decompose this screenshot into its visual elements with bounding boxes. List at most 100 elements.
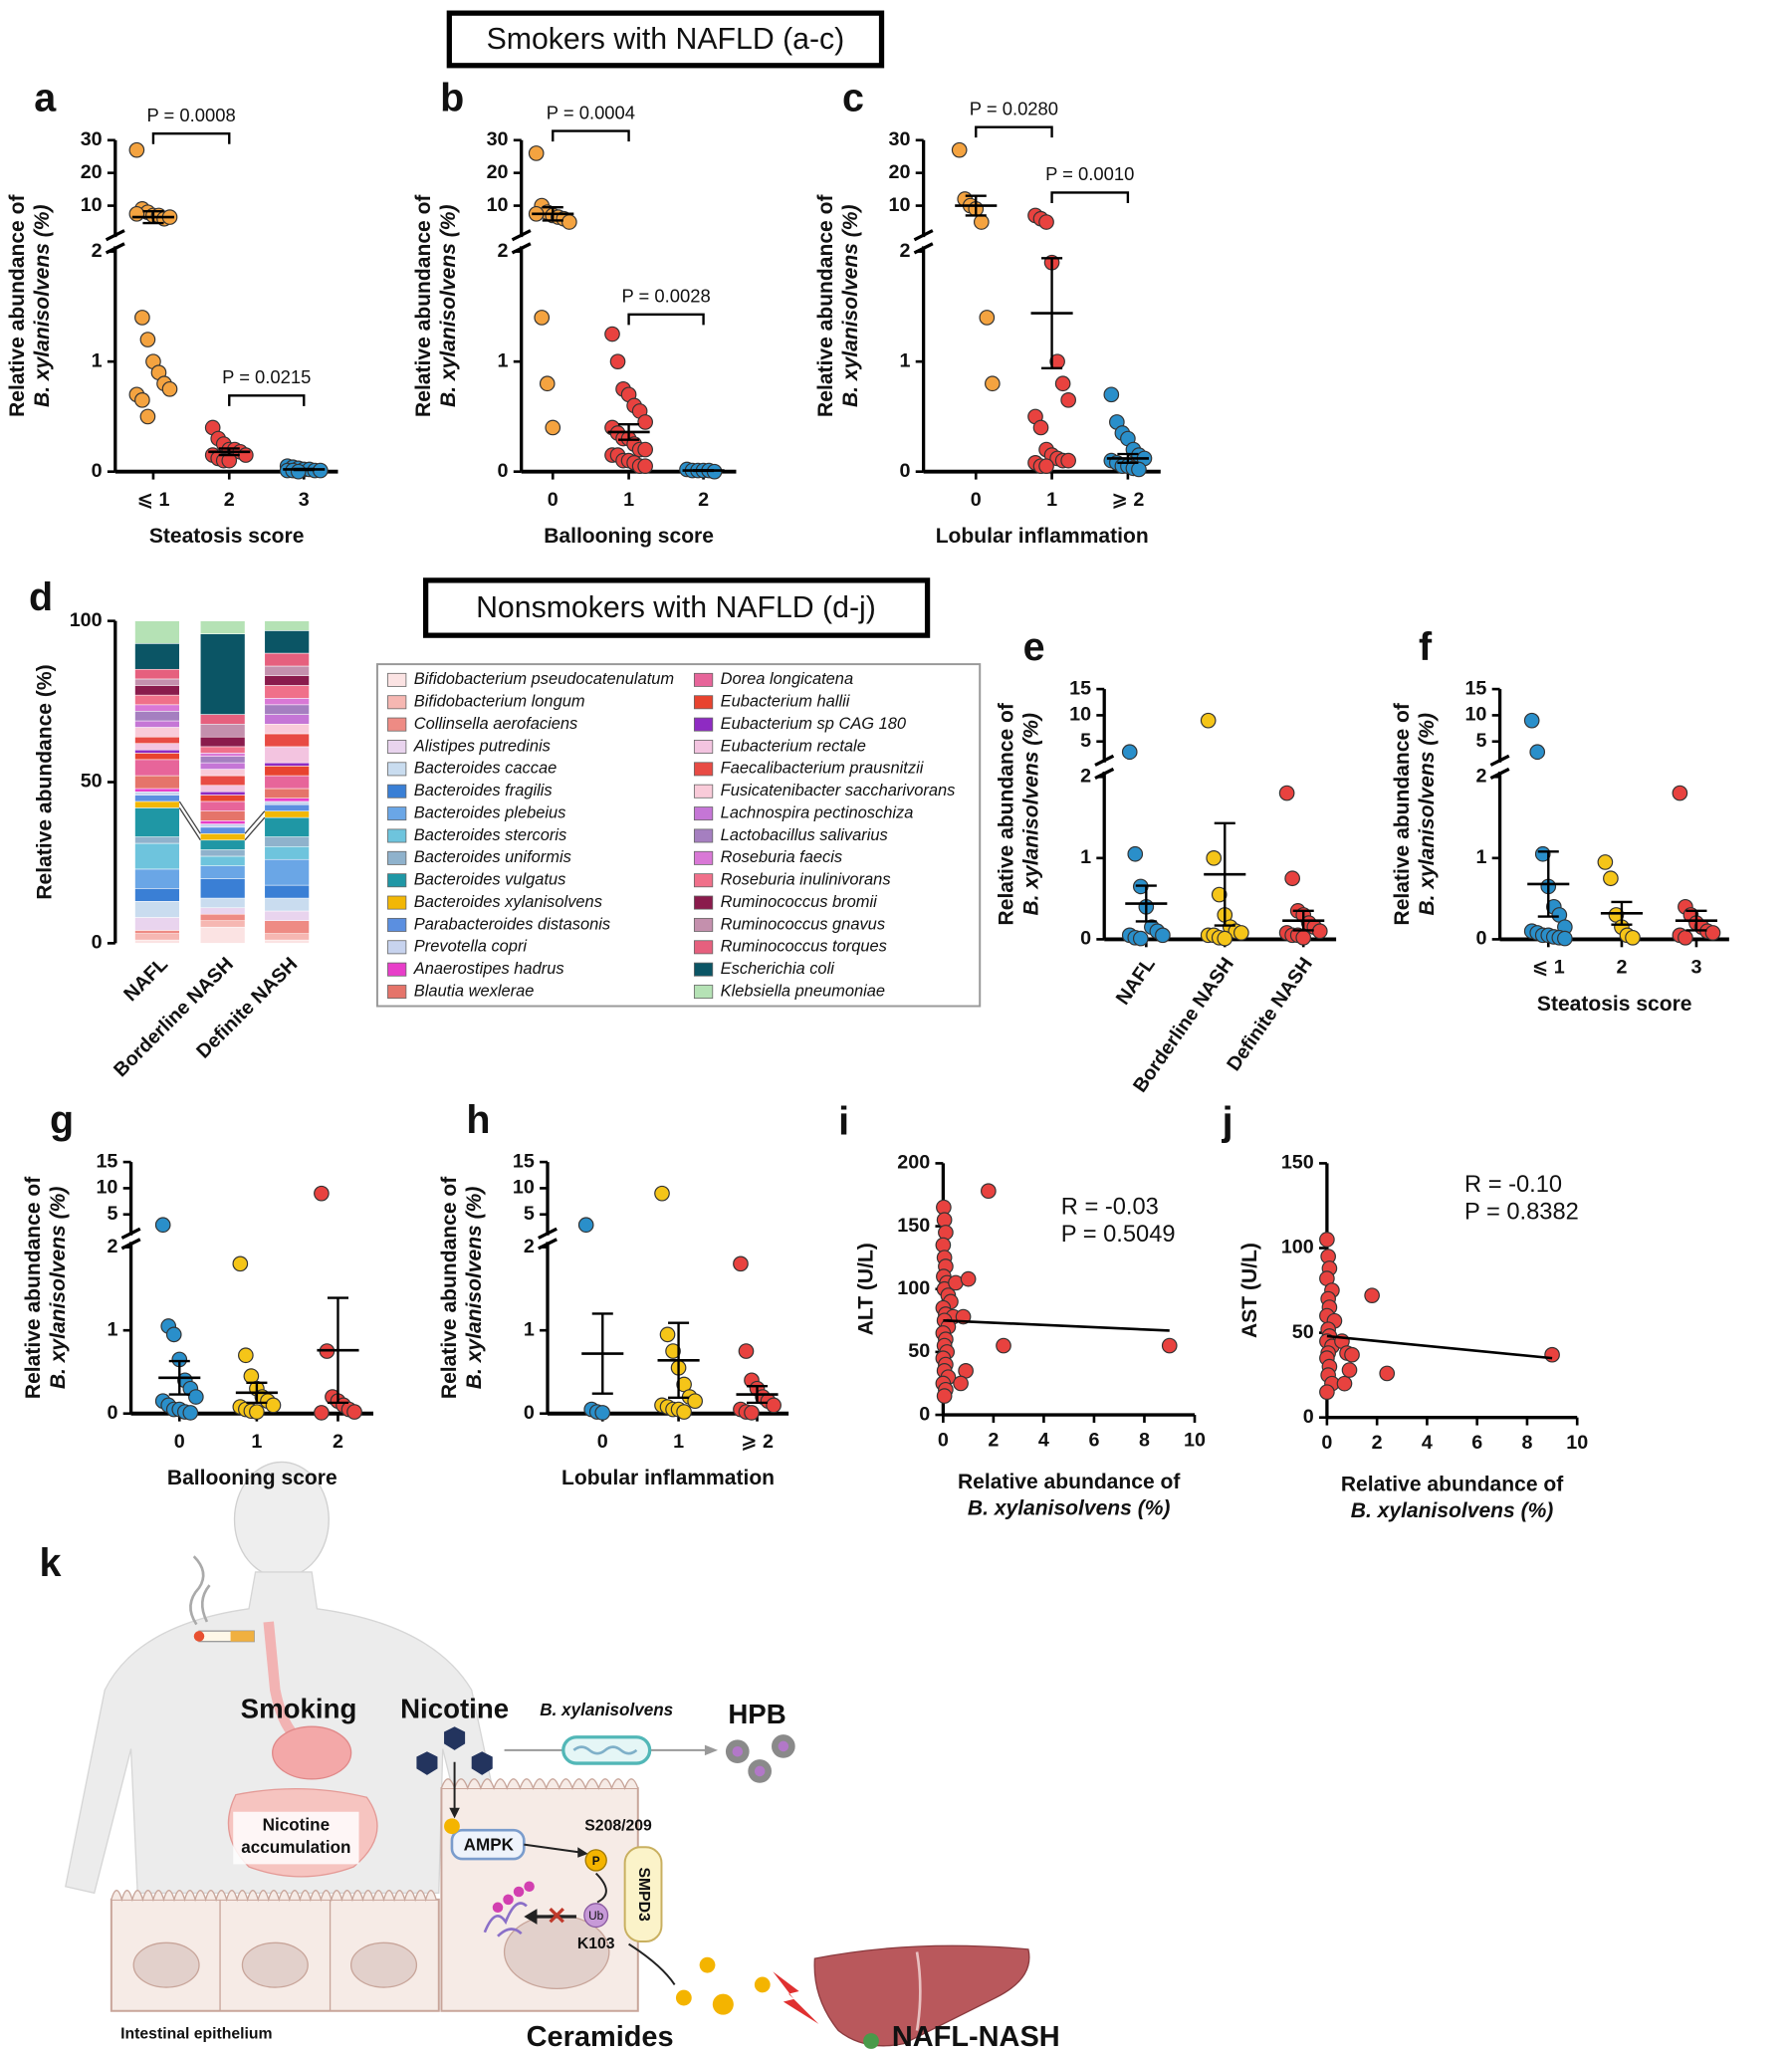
phosphate [444, 1818, 460, 1835]
panel-label: b [440, 77, 464, 120]
data-point [979, 310, 996, 326]
data-point [1364, 1287, 1380, 1303]
bar-segment [200, 926, 246, 944]
y-tick-label: 5 [107, 1203, 117, 1225]
y-axis-label: Relative abundance of [6, 194, 29, 417]
data-point [1597, 854, 1614, 870]
panel-label: e [1023, 625, 1045, 669]
legend-label: Bacteroides uniformis [414, 848, 571, 866]
ceramide [712, 1993, 734, 2015]
legend-label: Bifidobacterium longum [414, 693, 585, 711]
x-tick-label: 2 [1616, 957, 1627, 979]
y-axis-label: B. xylanisolvens (%) [437, 204, 460, 407]
bar-segment [264, 766, 310, 777]
y-tick-label: 0 [498, 460, 509, 482]
legend-label: Bacteroides caccae [414, 760, 557, 778]
p-value: P = 0.0280 [970, 98, 1058, 118]
x-tick-label: ⩽ 1 [136, 489, 169, 511]
y-tick-label: 0 [1303, 1406, 1314, 1428]
bar-segment [200, 723, 246, 738]
connector [178, 807, 201, 841]
p-value: P = 0.0028 [621, 286, 710, 307]
panel-label: f [1419, 625, 1433, 669]
bar-segment [134, 901, 180, 918]
nicotine-label: Nicotine [400, 1694, 509, 1724]
data-point [134, 392, 150, 408]
data-point [134, 310, 150, 326]
panel-label: g [50, 1098, 74, 1142]
y-tick-label: 1 [900, 349, 911, 371]
bar-segment [134, 704, 180, 712]
significance-bracket [975, 125, 1053, 138]
y-tick-label: 100 [1281, 1237, 1314, 1258]
data-point [654, 1185, 670, 1202]
legend-label: Roseburia faecis [721, 848, 842, 866]
arrowhead [449, 1807, 460, 1819]
ceramide [754, 1976, 771, 1993]
p-value: P = 0.0010 [1045, 163, 1134, 184]
bar-segment [200, 753, 246, 757]
data-point [238, 447, 254, 463]
significance-bracket [627, 313, 705, 326]
bar-segment [134, 643, 180, 670]
y-tick-label: 2 [900, 240, 911, 262]
bar-segment [200, 920, 246, 928]
legend-label: Eubacterium rectale [721, 737, 866, 755]
data-point [1523, 712, 1540, 729]
data-point [577, 1217, 594, 1234]
nicotine-molecule [416, 1751, 438, 1775]
data-point [314, 1405, 330, 1421]
x-tick-label: 0 [938, 1430, 949, 1452]
data-point [1544, 1346, 1560, 1363]
data-point [1672, 785, 1688, 801]
bar-segment [134, 753, 180, 761]
smoking-label: Smoking [241, 1694, 357, 1724]
data-point [1103, 386, 1120, 403]
liver [813, 1944, 1030, 2047]
legend-label: Ruminococcus gnavus [721, 915, 885, 933]
bar-segment [264, 910, 310, 921]
data-point [973, 214, 990, 230]
data-point [545, 419, 561, 436]
data-point [1217, 930, 1233, 947]
connector [244, 816, 266, 841]
y-tick-label: 1 [92, 349, 103, 371]
data-point [1603, 870, 1619, 887]
significance-bracket [1050, 191, 1130, 203]
data-point [128, 205, 145, 222]
nucleus [241, 1941, 309, 1988]
y-axis-label: AST (U/L) [1238, 1243, 1261, 1338]
data-point [938, 1225, 954, 1241]
bar-segment [264, 920, 310, 934]
arrowhead [524, 1909, 538, 1925]
bar-segment [264, 816, 310, 837]
bar-segment [200, 633, 246, 715]
error-bar [1117, 452, 1139, 465]
legend-label: Fusicatenibacter saccharivorans [721, 782, 956, 799]
legend-box [375, 663, 982, 1008]
bar-segment [264, 884, 310, 899]
data-point [1233, 925, 1249, 941]
annotation: R = -0.10 [1464, 1172, 1562, 1198]
x-tick-label: 1 [1046, 489, 1057, 511]
bar-segment [134, 694, 180, 706]
bar-segment [134, 939, 180, 944]
data-point [985, 375, 1001, 392]
data-point [1295, 929, 1312, 946]
panel-label: d [29, 575, 53, 619]
phosphate [584, 1849, 607, 1872]
protein [483, 1902, 528, 1938]
p-value: P = 0.0004 [547, 102, 635, 122]
significance-bracket [151, 132, 231, 144]
bar-segment [264, 933, 310, 941]
data-point [346, 1404, 362, 1420]
ceramide [675, 1989, 692, 2006]
legend-label: Eubacterium hallii [721, 693, 851, 711]
site-label: S208/209 [584, 1817, 652, 1834]
bar-segment [134, 727, 180, 738]
y-tick-label: 30 [889, 128, 911, 150]
bar-segment [264, 685, 310, 699]
arrow [628, 1942, 676, 1985]
legend-label: Bacteroides stercoris [414, 826, 566, 844]
bar-segment [200, 769, 246, 777]
